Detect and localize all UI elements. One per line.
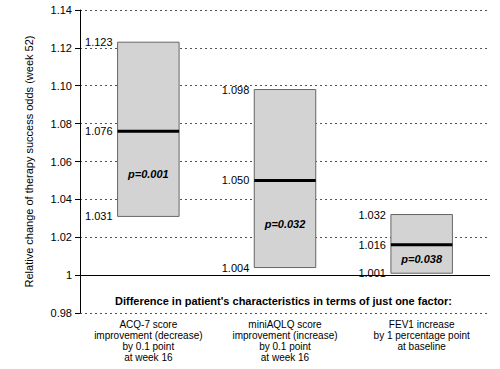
svg-text:1.10: 1.10	[51, 80, 72, 92]
svg-text:1.004: 1.004	[222, 262, 250, 274]
svg-text:FEV1 increase: FEV1 increase	[389, 319, 455, 330]
svg-text:by 0.1 point: by 0.1 point	[259, 341, 311, 352]
svg-text:1: 1	[66, 269, 72, 281]
svg-text:0.98: 0.98	[51, 307, 72, 319]
svg-text:improvement (decrease): improvement (decrease)	[94, 330, 202, 341]
svg-text:at week 16: at week 16	[261, 352, 310, 363]
svg-text:miniAQLQ score: miniAQLQ score	[248, 319, 322, 330]
svg-text:by 1 percentage point: by 1 percentage point	[374, 330, 470, 341]
svg-text:1.08: 1.08	[51, 118, 72, 130]
svg-text:1.06: 1.06	[51, 156, 72, 168]
svg-text:1.04: 1.04	[51, 193, 72, 205]
svg-text:1.12: 1.12	[51, 42, 72, 54]
svg-text:at baseline: at baseline	[397, 341, 446, 352]
svg-text:p=0.001: p=0.001	[127, 168, 169, 180]
svg-text:1.001: 1.001	[358, 267, 386, 279]
svg-text:ACQ-7 score: ACQ-7 score	[119, 319, 177, 330]
svg-text:p=0.038: p=0.038	[400, 253, 443, 265]
svg-text:1.032: 1.032	[358, 209, 386, 221]
svg-text:1.050: 1.050	[222, 174, 250, 186]
svg-text:1.098: 1.098	[222, 84, 250, 96]
svg-text:1.031: 1.031	[85, 210, 113, 222]
svg-text:at week 16: at week 16	[124, 352, 173, 363]
svg-text:1.016: 1.016	[358, 239, 386, 251]
svg-text:1.076: 1.076	[85, 125, 113, 137]
svg-text:Relative change of therapy suc: Relative change of therapy success odds …	[23, 36, 35, 288]
svg-text:by 0.1 point: by 0.1 point	[122, 341, 174, 352]
svg-text:Difference in patient's charac: Difference in patient's characteristics …	[115, 295, 452, 307]
svg-text:1.02: 1.02	[51, 231, 72, 243]
svg-text:p=0.032: p=0.032	[264, 218, 306, 230]
svg-text:1.14: 1.14	[51, 4, 72, 16]
svg-text:improvement (increase): improvement (increase)	[232, 330, 337, 341]
svg-text:1.123: 1.123	[85, 36, 113, 48]
